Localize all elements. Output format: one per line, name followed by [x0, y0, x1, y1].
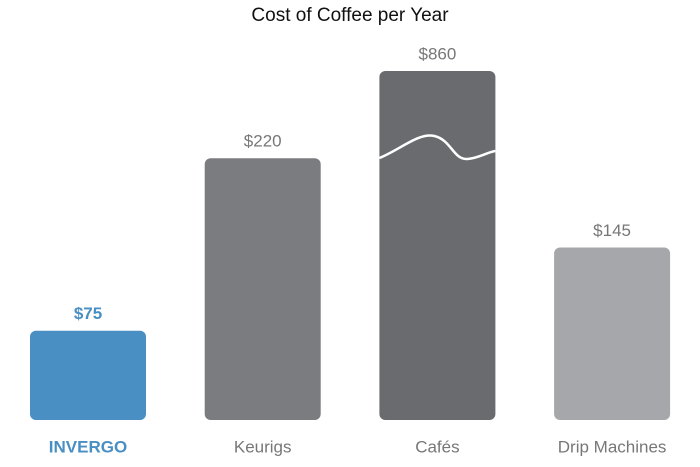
value-label: $75 — [74, 304, 102, 323]
value-label: $145 — [593, 221, 631, 240]
value-label: $220 — [244, 132, 282, 151]
bar — [379, 71, 496, 420]
bar — [204, 158, 321, 420]
x-tick-label: Drip Machines — [558, 437, 667, 456]
bar — [554, 247, 671, 420]
x-tick-label: Keurigs — [234, 437, 292, 456]
value-label: $860 — [418, 44, 456, 63]
bar — [30, 330, 146, 420]
x-tick-label: Cafés — [415, 437, 459, 456]
chart-title: Cost of Coffee per Year — [251, 5, 449, 26]
x-tick-label: INVERGO — [49, 437, 127, 456]
axis-break — [378, 134, 496, 161]
